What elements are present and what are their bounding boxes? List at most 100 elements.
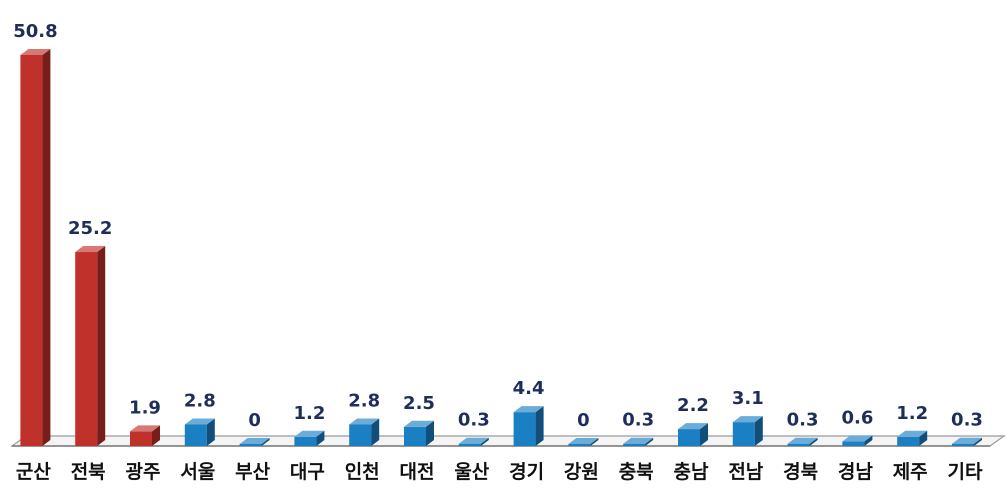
category-label: 충북 bbox=[619, 461, 654, 483]
bar-side bbox=[480, 437, 489, 446]
bar-side bbox=[974, 437, 982, 446]
bar-top bbox=[952, 437, 982, 444]
category-label: 부산 bbox=[235, 461, 270, 483]
category-label: 울산 bbox=[454, 461, 489, 483]
bar-side bbox=[152, 425, 160, 446]
category-label: 기타 bbox=[948, 461, 983, 483]
bar-front bbox=[623, 443, 646, 446]
bar-side bbox=[535, 406, 544, 446]
bar-강원 bbox=[568, 438, 599, 446]
bar-front bbox=[294, 436, 317, 446]
value-label: 2.5 bbox=[403, 393, 435, 414]
bar-top bbox=[897, 430, 928, 437]
category-label: 서울 bbox=[180, 461, 215, 483]
category-labels-group: 군산 전북 광주 서울 부산 대구 인천 대전 울산 경기 강원 충북 충남 전남 경북 경남 제주 기타 bbox=[16, 461, 983, 483]
bar-front bbox=[184, 424, 207, 446]
value-label: 0.6 bbox=[841, 407, 873, 428]
bar-충북 bbox=[623, 437, 654, 446]
bar-top bbox=[239, 438, 270, 444]
value-label: 1.2 bbox=[896, 403, 928, 424]
bar-경기 bbox=[513, 406, 544, 446]
bar-front bbox=[458, 443, 481, 446]
bar-충남 bbox=[678, 423, 708, 446]
bar-경북 bbox=[787, 437, 818, 446]
bar-side bbox=[371, 418, 380, 446]
bar-front bbox=[787, 443, 810, 446]
value-label: 0 bbox=[248, 410, 261, 431]
category-label: 인천 bbox=[345, 461, 380, 483]
bar-front bbox=[678, 429, 700, 446]
category-label: 제주 bbox=[893, 461, 928, 483]
bar-side bbox=[42, 49, 51, 446]
bar-front bbox=[952, 443, 974, 446]
value-label: 25.2 bbox=[68, 218, 112, 239]
bar-front bbox=[897, 436, 920, 446]
value-label: 0.3 bbox=[458, 410, 490, 431]
bar-side bbox=[590, 438, 599, 446]
bar-front bbox=[20, 55, 43, 446]
bar-side bbox=[261, 438, 270, 446]
bar-top bbox=[568, 438, 599, 444]
bar-side bbox=[426, 420, 434, 446]
bar-군산 bbox=[20, 49, 51, 446]
bar-front bbox=[349, 424, 372, 446]
bar-top bbox=[787, 437, 818, 444]
value-label: 2.8 bbox=[184, 390, 216, 411]
value-labels-group: 50.8 25.2 1.9 2.8 0 1.2 2.8 2.5 0.3 4.4 0 0.3 2.2 3.1… bbox=[13, 21, 983, 431]
value-label: 1.9 bbox=[129, 397, 161, 418]
value-label: 3.1 bbox=[732, 388, 764, 409]
bar-top bbox=[732, 416, 763, 423]
bar-기타 bbox=[952, 437, 982, 446]
category-label: 전북 bbox=[71, 461, 106, 483]
bar-top bbox=[678, 423, 708, 430]
bar-top bbox=[404, 420, 434, 427]
bar-제주 bbox=[897, 430, 928, 446]
bar-서울 bbox=[184, 418, 215, 446]
bar-side bbox=[809, 437, 818, 446]
value-label: 1.2 bbox=[293, 403, 325, 424]
bar-전남 bbox=[732, 416, 763, 446]
bar-인천 bbox=[349, 418, 380, 446]
bar-front bbox=[239, 444, 262, 446]
bar-전북 bbox=[75, 246, 106, 446]
bar-front bbox=[842, 441, 865, 446]
category-label: 군산 bbox=[16, 461, 51, 483]
category-label: 전남 bbox=[728, 461, 763, 483]
bar-side bbox=[97, 246, 106, 446]
bar-top bbox=[349, 418, 380, 425]
bar-top bbox=[623, 437, 654, 444]
bar-front bbox=[75, 252, 98, 446]
bar-front bbox=[568, 444, 591, 446]
bar-side bbox=[700, 423, 708, 446]
category-label: 경기 bbox=[509, 461, 544, 483]
bar-front bbox=[732, 422, 755, 446]
category-label: 강원 bbox=[564, 461, 599, 483]
value-label: 0.3 bbox=[787, 410, 819, 431]
bar-side bbox=[206, 418, 215, 446]
bar-top bbox=[184, 418, 215, 425]
bars-group bbox=[20, 49, 982, 446]
category-label: 경남 bbox=[838, 461, 873, 483]
value-label: 0.3 bbox=[622, 410, 654, 431]
bar-top bbox=[130, 425, 160, 432]
category-label: 경북 bbox=[783, 461, 818, 483]
bar-front bbox=[130, 431, 152, 446]
bar-top bbox=[842, 435, 873, 442]
value-label: 2.2 bbox=[677, 395, 709, 416]
bar-부산 bbox=[239, 438, 270, 446]
value-label: 0.3 bbox=[951, 410, 983, 431]
bar-side bbox=[919, 430, 928, 446]
bar-side bbox=[645, 437, 654, 446]
value-label: 4.4 bbox=[513, 378, 545, 399]
bar-top bbox=[513, 406, 544, 413]
value-label: 50.8 bbox=[13, 21, 57, 42]
bar-대전 bbox=[404, 420, 434, 446]
bar-front bbox=[513, 412, 536, 446]
category-label: 대전 bbox=[400, 461, 435, 483]
bar-경남 bbox=[842, 435, 873, 446]
bar-top bbox=[294, 430, 325, 437]
value-label: 2.8 bbox=[348, 390, 380, 411]
bar-대구 bbox=[294, 430, 325, 446]
bar-side bbox=[316, 430, 325, 446]
